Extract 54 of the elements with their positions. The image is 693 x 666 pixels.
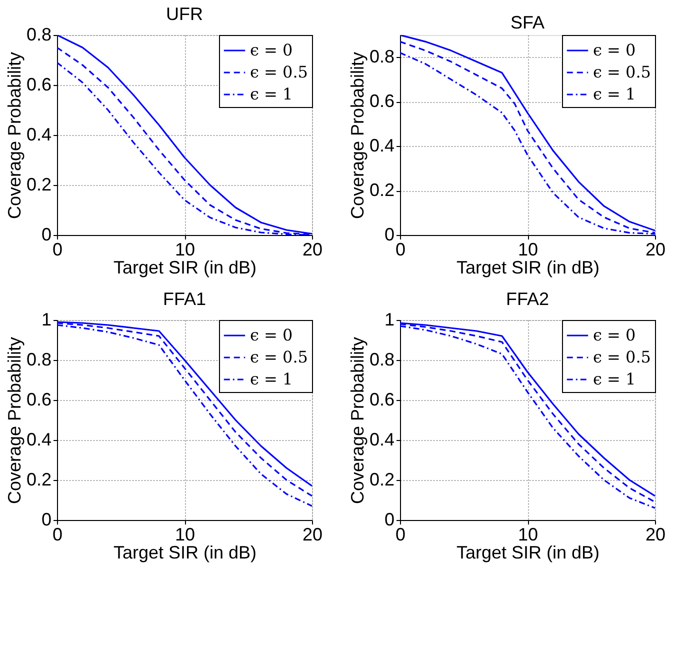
legend-label: ϵ = 0 [593, 40, 636, 60]
chart-title: UFR [166, 4, 203, 24]
x-tick-label: 20 [645, 240, 666, 260]
x-axis-title: Target SIR (in dB) [113, 258, 257, 278]
y-tick-label: 0.2 [369, 180, 394, 200]
y-tick-label: 0 [41, 510, 52, 530]
x-axis-title: Target SIR (in dB) [456, 258, 600, 278]
chart-title: FFA2 [506, 289, 550, 309]
y-tick-label: 0.8 [26, 24, 52, 44]
x-tick-label: 10 [518, 524, 538, 544]
y-axis-title: Coverage Probability [347, 52, 368, 220]
x-axis-title: Target SIR (in dB) [456, 542, 600, 562]
legend-label: ϵ = 0.5 [593, 62, 651, 82]
legend-label: ϵ = 0 [250, 40, 293, 60]
x-axis-title: Target SIR (in dB) [113, 542, 257, 562]
x-tick-label: 20 [645, 524, 666, 544]
y-tick-label: 0 [41, 224, 52, 244]
legend-label: ϵ = 0 [250, 326, 293, 344]
y-tick-label: 0.4 [369, 430, 394, 450]
y-tick-label: 0.8 [26, 350, 52, 370]
y-tick-label: 0.2 [26, 174, 52, 194]
y-tick-label: 0.2 [369, 470, 394, 490]
x-tick-label: 10 [174, 240, 196, 260]
y-tick-label: 0.4 [369, 136, 394, 156]
y-tick-label: 0.8 [369, 350, 394, 370]
y-tick-label: 0.8 [369, 46, 394, 67]
legend-label: ϵ = 1 [250, 84, 293, 104]
y-tick-label: 0 [384, 510, 394, 530]
y-tick-label: 1 [41, 310, 52, 330]
y-tick-label: 0.6 [26, 390, 52, 410]
y-tick-label: 0 [384, 224, 394, 244]
y-tick-label: 0.6 [369, 91, 394, 112]
y-tick-label: 0.4 [26, 124, 52, 144]
y-tick-label: 0.4 [26, 430, 52, 450]
legend-label: ϵ = 1 [593, 370, 636, 388]
y-tick-label: 0.6 [26, 74, 52, 94]
y-tick-label: 0.6 [369, 390, 394, 410]
chart-title: SFA [510, 12, 545, 32]
x-tick-label: 10 [174, 524, 196, 544]
y-axis-title: Coverage Probability [347, 336, 368, 504]
legend-label: ϵ = 1 [593, 84, 636, 104]
legend-label: ϵ = 0.5 [593, 348, 651, 366]
y-tick-label: 0.2 [26, 470, 52, 490]
y-axis-title: Coverage Probability [4, 336, 24, 504]
legend-label: ϵ = 1 [250, 370, 293, 388]
x-tick-label: 20 [302, 240, 323, 260]
legend-label: ϵ = 0.5 [250, 62, 308, 82]
legend-label: ϵ = 0 [593, 326, 636, 344]
legend-label: ϵ = 0.5 [250, 348, 308, 366]
y-axis-title: Coverage Probability [4, 52, 24, 220]
x-tick-label: 20 [302, 524, 323, 544]
x-tick-label: 10 [518, 240, 538, 260]
chart-title: FFA1 [162, 289, 206, 309]
y-tick-label: 1 [384, 310, 394, 330]
